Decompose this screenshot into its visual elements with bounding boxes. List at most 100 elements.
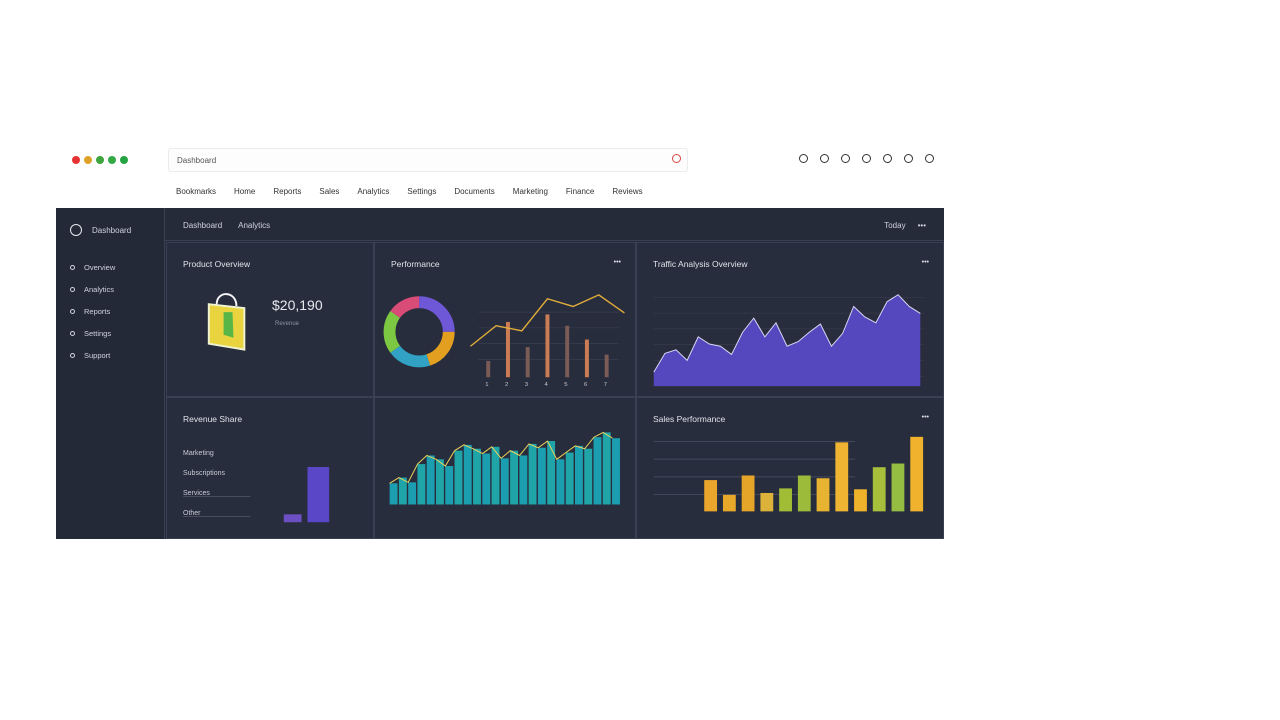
growth-bar xyxy=(547,441,556,505)
sales-bar xyxy=(910,436,924,512)
card-menu-icon[interactable]: ••• xyxy=(613,259,621,266)
logo[interactable]: Dashboard xyxy=(70,224,131,236)
help-icon xyxy=(70,352,75,358)
x-tick-label: 4 xyxy=(544,382,548,388)
x-tick-label: 5 xyxy=(564,382,568,388)
growth-bar xyxy=(408,482,417,505)
download-icon[interactable] xyxy=(862,154,871,163)
legend-label: Services xyxy=(183,490,210,497)
window-controls xyxy=(72,156,128,164)
product-icon xyxy=(207,293,246,351)
performance-chart: 1 2 3 4 5 6 7 xyxy=(383,294,625,388)
date-range-selector[interactable]: Today xyxy=(884,221,906,230)
x-tick-label: 1 xyxy=(485,382,488,388)
address-text: Dashboard xyxy=(177,156,217,165)
profile-icon[interactable] xyxy=(904,154,913,163)
growth-line xyxy=(389,431,613,484)
bookmark-link[interactable]: Home xyxy=(234,187,256,196)
settings-icon xyxy=(70,330,75,336)
dashboard-app: Dashboard Overview Analytics Reports Set… xyxy=(56,208,944,539)
sidebar-title: Dashboard xyxy=(92,225,132,235)
growth-bar xyxy=(454,450,463,505)
card-menu-icon[interactable]: ••• xyxy=(921,414,929,421)
donut-slice xyxy=(426,331,455,366)
sidebar-item-settings[interactable]: Settings xyxy=(70,329,115,338)
performance-line xyxy=(470,294,625,347)
x-tick-label: 7 xyxy=(604,382,607,388)
bookmark-link[interactable]: Reports xyxy=(273,187,302,196)
maximize-window-icon[interactable] xyxy=(96,156,104,164)
sales-bar xyxy=(779,488,792,512)
sales-performance-card: Sales Performance ••• xyxy=(636,397,944,539)
traffic-chart xyxy=(653,294,925,387)
growth-card xyxy=(374,397,636,539)
settings-icon[interactable] xyxy=(841,154,850,163)
growth-bar xyxy=(537,447,546,505)
card-title: Product Overview xyxy=(183,259,251,269)
breadcrumb-item[interactable]: Analytics xyxy=(238,221,271,230)
sidebar-item-label: Support xyxy=(84,350,111,360)
revenue-value: $20,190 xyxy=(272,297,323,313)
bookmark-link[interactable]: Analytics xyxy=(357,187,390,196)
address-bar[interactable]: Dashboard xyxy=(168,148,688,172)
card-title: Traffic Analysis Overview xyxy=(653,259,748,269)
sidebar-item-support[interactable]: Support xyxy=(70,350,115,360)
header-menu-icon[interactable]: ••• xyxy=(917,221,926,230)
donut-slice xyxy=(418,296,455,333)
revenue-label: Revenue xyxy=(275,321,300,327)
growth-chart xyxy=(389,431,620,505)
growth-bar xyxy=(491,446,500,505)
sidebar-item-label: Analytics xyxy=(84,284,115,294)
share-icon[interactable] xyxy=(820,154,829,163)
card-menu-icon[interactable]: ••• xyxy=(921,259,929,266)
sidebar-item-overview[interactable]: Overview xyxy=(70,263,115,272)
growth-bar xyxy=(602,432,611,505)
sales-bar xyxy=(872,467,886,512)
growth-bar xyxy=(500,458,509,505)
growth-bar xyxy=(612,438,620,505)
legend-label: Other xyxy=(183,510,201,517)
sidebar-item-reports[interactable]: Reports xyxy=(70,307,115,316)
minimize-window-icon[interactable] xyxy=(84,156,92,164)
growth-area xyxy=(390,432,613,504)
bookmark-link[interactable]: Sales xyxy=(319,187,340,196)
growth-bar xyxy=(519,455,528,505)
growth-bar xyxy=(435,459,444,505)
refresh-icon[interactable] xyxy=(799,154,808,163)
share-bar xyxy=(283,514,302,523)
traffic-line xyxy=(653,294,921,373)
card-title: Performance xyxy=(391,259,440,269)
sidebar-item-analytics[interactable]: Analytics xyxy=(70,284,115,294)
card-title: Sales Performance xyxy=(653,414,726,424)
growth-bar xyxy=(565,452,574,505)
bookmark-link[interactable]: Finance xyxy=(565,187,595,196)
bookmark-link[interactable]: Marketing xyxy=(512,187,548,196)
growth-bar xyxy=(528,443,537,505)
bag-handle xyxy=(215,293,238,307)
sales-bar xyxy=(741,475,755,512)
bookmark-link[interactable]: Settings xyxy=(407,187,437,196)
breadcrumb-item[interactable]: Dashboard xyxy=(183,221,223,230)
growth-bar xyxy=(445,466,454,505)
logo-icon xyxy=(70,224,82,236)
close-window-icon[interactable] xyxy=(72,156,80,164)
share-chart xyxy=(183,467,330,523)
revenue-share-card: Revenue Share Marketing Subscriptions Se… xyxy=(166,397,374,539)
bookmark-link[interactable]: Bookmarks xyxy=(176,187,217,196)
zoom-icon[interactable] xyxy=(883,154,892,163)
extra-window-control[interactable] xyxy=(108,156,116,164)
bookmark-link[interactable]: Reviews xyxy=(612,187,643,196)
performance-bar xyxy=(604,354,609,378)
menu-icon[interactable] xyxy=(925,154,934,163)
sales-bar xyxy=(816,478,830,512)
bookmark-link[interactable]: Documents xyxy=(454,187,495,196)
extra-window-control[interactable] xyxy=(120,156,128,164)
header-actions: Today ••• xyxy=(884,221,926,230)
file-icon xyxy=(70,308,75,314)
refresh-icon[interactable] xyxy=(672,154,681,163)
breadcrumb: Dashboard Analytics xyxy=(183,221,270,230)
performance-bar xyxy=(486,360,491,378)
bag-label xyxy=(223,312,234,338)
x-tick-label: 3 xyxy=(525,382,529,388)
x-tick-label: 2 xyxy=(505,382,508,388)
